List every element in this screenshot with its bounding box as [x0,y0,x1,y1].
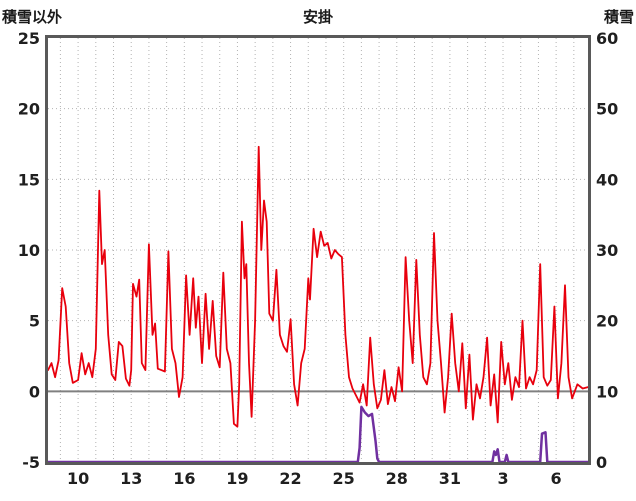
x-tick-label: 19 [226,469,248,488]
x-tick-label: 22 [279,469,301,488]
left-tick-label: 10 [18,241,40,260]
plot-frame [45,35,591,465]
right-tick-label: 40 [596,170,618,189]
left-axis-title: 積雪以外 [2,8,63,26]
left-tick-label: 15 [18,170,40,189]
left-tick-label: -5 [22,453,40,472]
right-tick-label: 20 [596,312,618,331]
x-tick-label: 28 [386,469,408,488]
gridlines [48,38,588,462]
left-tick-label: 0 [29,382,40,401]
chart-header: 積雪以外 安掛 積雪 [0,6,636,28]
right-tick-label: 30 [596,241,618,260]
x-tick-label: 6 [551,469,562,488]
left-tick-label: 20 [18,100,40,119]
series-line-temperature [47,145,589,428]
x-tick-label: 16 [173,469,195,488]
x-tick-label: 25 [333,469,355,488]
left-tick-label: 25 [18,29,40,48]
right-tick-label: 0 [596,453,607,472]
left-tick-label: 5 [29,312,40,331]
chart-title: 安掛 [302,8,333,26]
x-tick-label: 31 [439,469,461,488]
series-line-snow [46,405,590,464]
x-tick-label: 3 [497,469,508,488]
x-tick-label: 13 [120,469,142,488]
right-axis-title: 積雪 [603,8,634,26]
right-tick-label: 10 [596,382,618,401]
right-tick-label: 50 [596,100,618,119]
x-tick-label: 10 [67,469,89,488]
right-tick-label: 60 [596,29,618,48]
